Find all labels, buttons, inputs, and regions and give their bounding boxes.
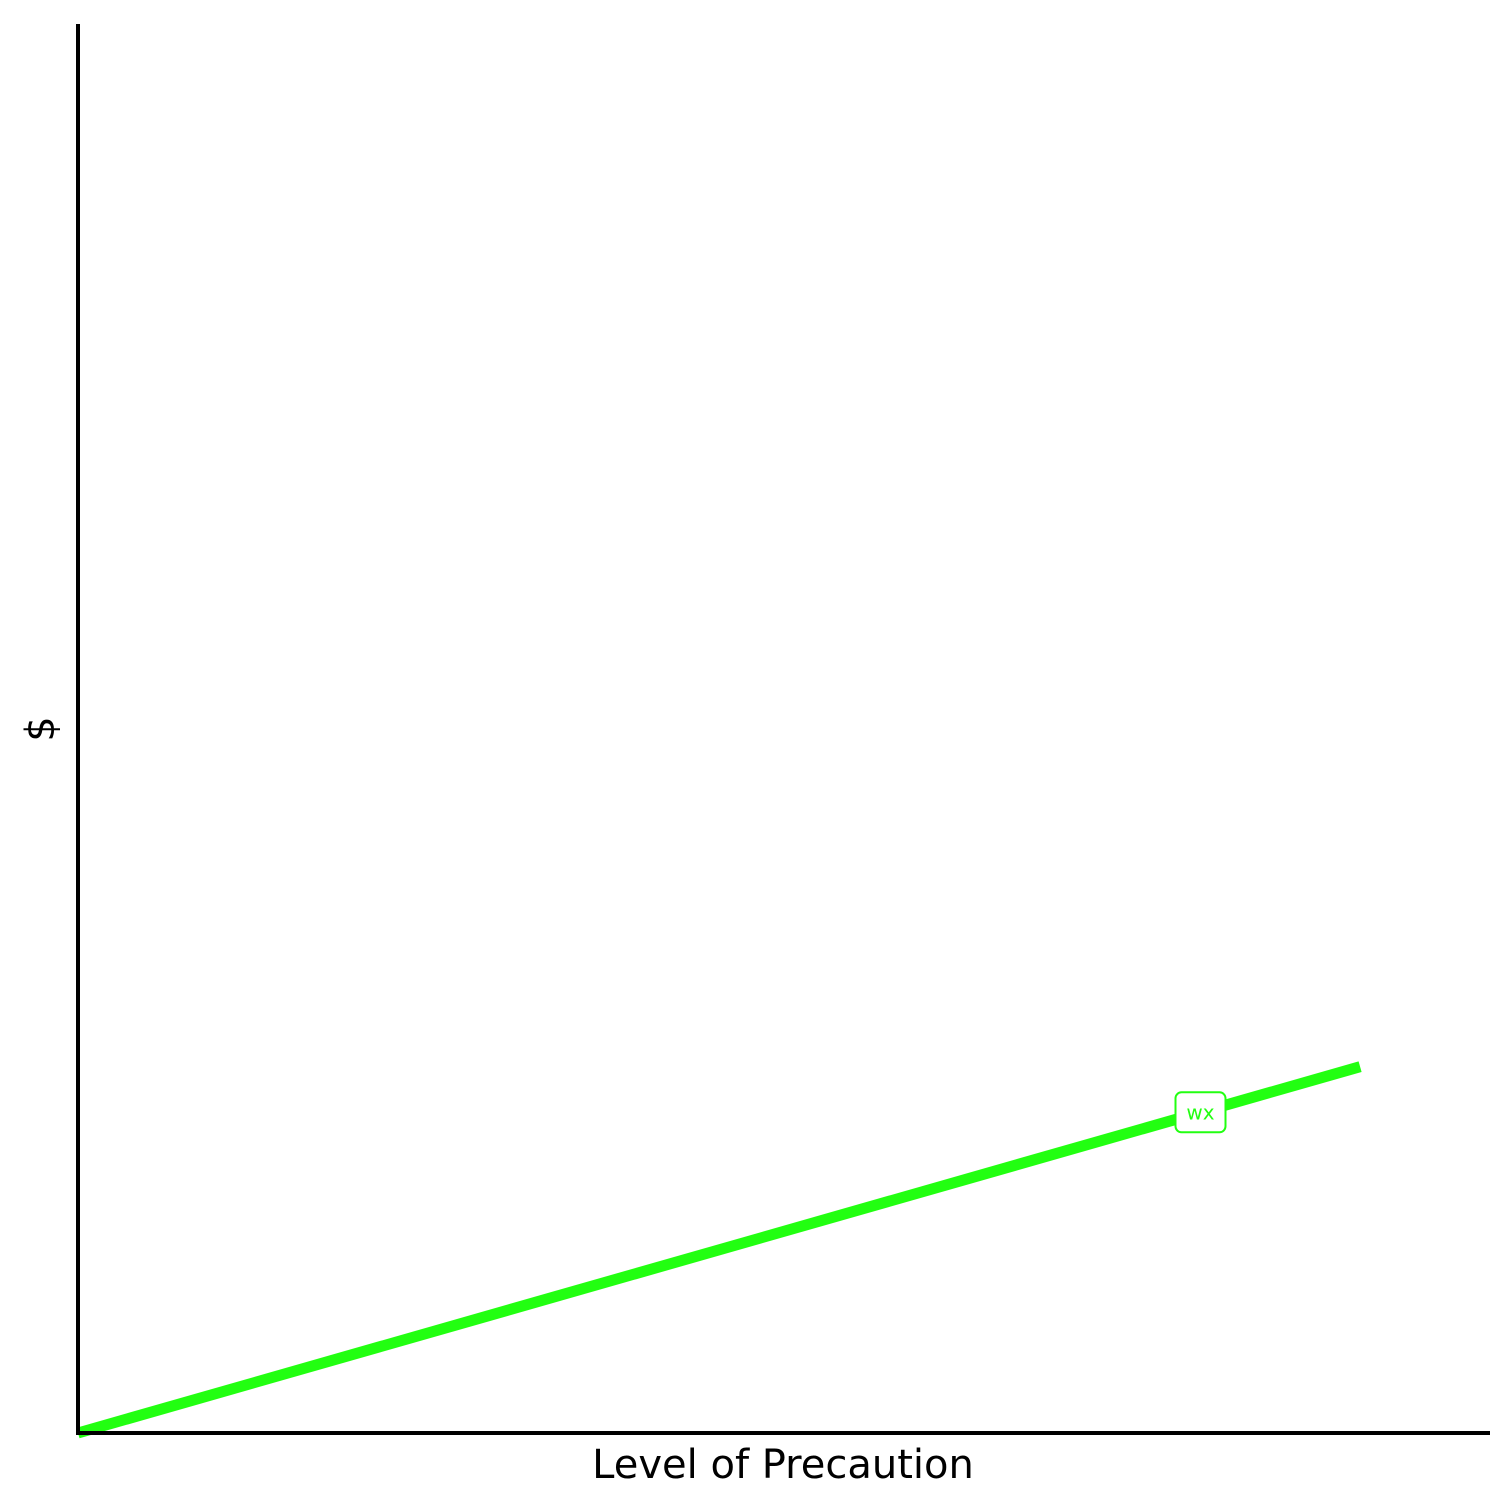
- series-label-text: wx: [1186, 1100, 1214, 1124]
- series-label-0: wx: [1174, 1091, 1227, 1134]
- x-axis-title: Level of Precaution: [592, 1442, 974, 1488]
- series-line-0: [76, 1061, 1362, 1439]
- y-axis-title: $: [18, 716, 64, 741]
- plot-area: wx: [76, 1061, 1362, 1439]
- series-label-box: [1174, 1091, 1227, 1134]
